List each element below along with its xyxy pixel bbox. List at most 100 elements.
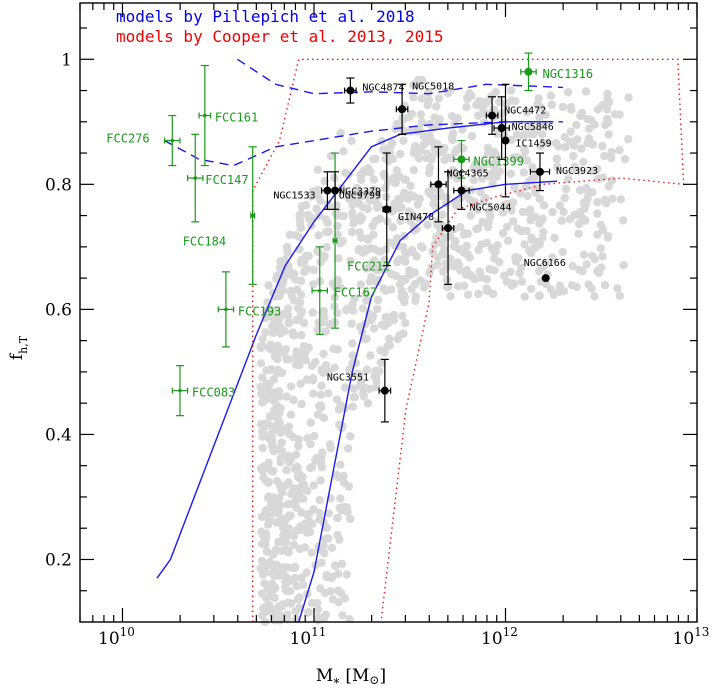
data-point-fcc167: FCC167: [311, 246, 377, 335]
background-point: [321, 215, 331, 224]
background-point: [559, 207, 568, 216]
background-point: [535, 113, 544, 122]
data-point-fcc276: FCC276: [106, 114, 181, 167]
background-point: [339, 471, 348, 481]
background-point: [291, 562, 300, 572]
background-point: [275, 263, 285, 272]
background-point: [430, 113, 439, 122]
background-point: [349, 306, 358, 315]
background-point: [291, 450, 301, 459]
background-point: [324, 227, 333, 236]
background-point: [593, 230, 602, 239]
background-point: [509, 153, 518, 162]
background-point: [417, 117, 426, 127]
background-point: [554, 142, 563, 151]
background-point: [541, 110, 550, 120]
background-point: [456, 266, 465, 275]
background-point: [292, 462, 302, 471]
data-label: NGC4365: [446, 168, 488, 179]
background-point: [522, 107, 532, 117]
background-point: [343, 444, 353, 453]
background-point: [293, 315, 302, 324]
background-point: [495, 257, 504, 267]
x-tick-base: 10: [290, 629, 312, 649]
y-axis-subscript: h,T: [17, 335, 30, 354]
background-point: [379, 145, 388, 154]
background-point: [619, 216, 628, 225]
background-point: [427, 263, 436, 272]
data-label: NGC1533: [273, 191, 315, 202]
background-point: [426, 189, 435, 199]
background-point: [268, 467, 277, 476]
data-point-ngc5846: NGC5846: [493, 96, 554, 160]
background-point: [498, 229, 508, 238]
x-tick-base: 10: [98, 629, 120, 649]
background-point: [326, 587, 335, 596]
background-point: [560, 193, 569, 203]
background-point: [561, 143, 570, 152]
data-marker: [250, 213, 255, 218]
background-point: [285, 587, 294, 596]
background-point: [362, 365, 372, 374]
background-point: [442, 275, 452, 284]
background-point: [330, 173, 339, 183]
data-label: FCC193: [238, 304, 281, 318]
background-point: [405, 269, 414, 278]
data-point-ngc1399: NGC1399: [453, 139, 524, 179]
background-point: [341, 168, 350, 177]
background-point: [526, 175, 536, 184]
data-marker: [178, 388, 182, 393]
background-point: [459, 230, 468, 239]
model-line-pillepich-upper-dash: [237, 58, 563, 95]
background-point: [309, 431, 319, 441]
data-marker: [382, 205, 391, 214]
background-point: [292, 581, 301, 591]
data-label: FCC212: [347, 260, 390, 274]
background-point: [445, 86, 454, 95]
background-point: [582, 184, 591, 193]
background-point: [535, 194, 544, 203]
x-axis-unit-close: ]: [379, 666, 386, 686]
data-marker: [488, 111, 497, 120]
background-point: [437, 239, 447, 248]
background-point: [399, 136, 408, 145]
data-point-ngc1316: NGC1316: [520, 52, 593, 92]
background-point: [349, 195, 358, 205]
background-point: [414, 213, 423, 223]
background-point: [290, 331, 299, 340]
axis-titles: M* [M⊙] fh,T: [7, 335, 386, 689]
background-point: [389, 315, 398, 325]
background-point: [354, 244, 364, 254]
background-point: [352, 183, 362, 193]
background-point: [432, 233, 441, 242]
background-point: [317, 558, 326, 567]
background-point: [372, 382, 381, 392]
plot-frame: [79, 2, 698, 623]
data-marker: [535, 167, 544, 176]
background-point: [523, 156, 532, 165]
background-point: [291, 231, 300, 240]
background-point: [451, 237, 460, 246]
background-point: [324, 509, 333, 518]
background-point: [257, 512, 267, 521]
data-marker: [541, 274, 550, 283]
background-point: [258, 539, 267, 548]
y-axis-title: fh,T: [7, 335, 30, 360]
background-point: [438, 147, 447, 156]
data-marker: [203, 113, 207, 118]
background-point: [309, 481, 318, 490]
background-point: [301, 356, 311, 365]
background-point: [307, 548, 316, 557]
background-point: [557, 216, 566, 225]
background-point: [356, 280, 365, 289]
background-point: [322, 242, 331, 252]
background-point: [283, 304, 293, 313]
data-label: FCC083: [192, 386, 235, 400]
data-point-ngc3551: NGC3551: [327, 358, 392, 423]
background-point: [333, 345, 342, 354]
background-point: [283, 248, 292, 258]
background-point: [467, 131, 477, 141]
background-point: [569, 151, 578, 161]
background-point: [486, 170, 495, 179]
